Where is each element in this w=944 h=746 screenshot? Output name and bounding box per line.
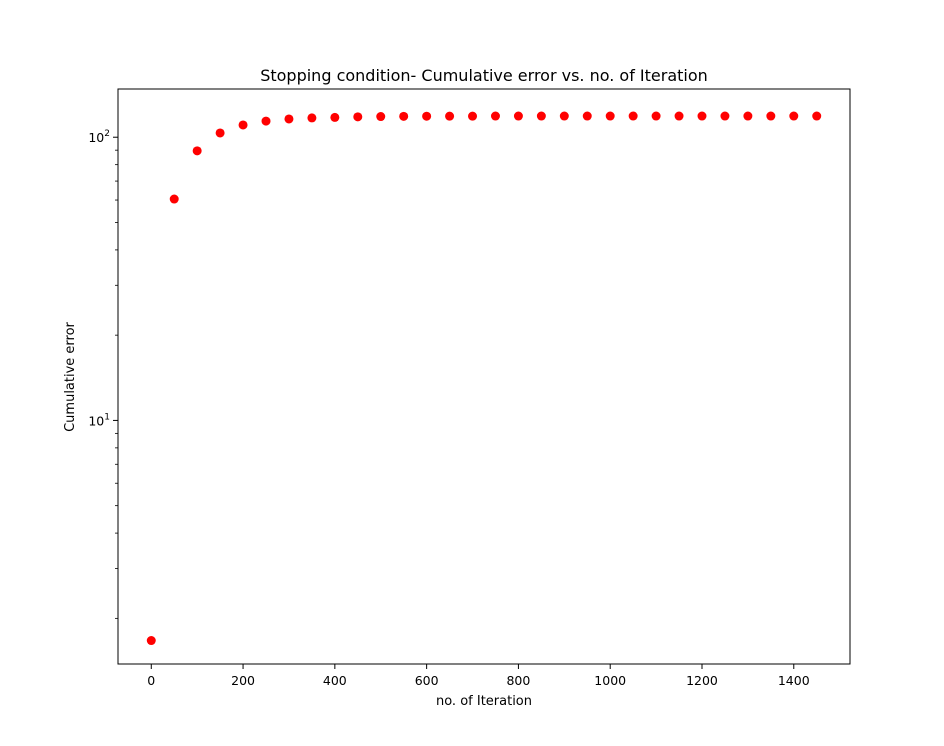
data-point	[192, 146, 202, 156]
data-point	[766, 111, 776, 121]
data-point	[215, 128, 225, 138]
data-point	[536, 111, 546, 121]
x-tick-label: 200	[231, 673, 255, 688]
data-point	[490, 111, 500, 121]
x-tick-label: 0	[147, 673, 155, 688]
data-point	[330, 112, 340, 122]
data-point	[261, 116, 271, 126]
y-axis: 101 102	[88, 129, 118, 619]
data-point	[674, 111, 684, 121]
data-point	[812, 111, 822, 121]
data-point	[605, 111, 615, 121]
data-point	[169, 194, 179, 204]
x-tick-label: 600	[415, 673, 439, 688]
data-point	[146, 636, 156, 646]
y-axis-label: Cumulative error	[63, 321, 78, 431]
y-tick-label: 102	[88, 129, 110, 145]
data-point	[651, 111, 661, 121]
data-point	[422, 111, 432, 121]
data-point	[789, 111, 799, 121]
data-point	[559, 111, 569, 121]
data-point	[628, 111, 638, 121]
data-point	[238, 120, 248, 130]
data-point	[445, 111, 455, 121]
chart-title: Stopping condition- Cumulative error vs.…	[260, 66, 708, 85]
plot-frame	[117, 88, 851, 665]
data-point	[468, 111, 478, 121]
data-point	[399, 111, 409, 121]
y-tick-label: 101	[88, 412, 110, 428]
x-axis: 0 200 400 600 800 1000 1200 1400	[147, 664, 810, 688]
x-tick-label: 400	[323, 673, 347, 688]
data-point	[376, 112, 386, 122]
data-point	[697, 111, 707, 121]
data-point	[720, 111, 730, 121]
x-tick-label: 1000	[594, 673, 626, 688]
data-point	[513, 111, 523, 121]
plot-area	[117, 88, 851, 665]
x-axis-label: no. of Iteration	[436, 694, 532, 709]
data-point	[307, 113, 317, 123]
data-point	[743, 111, 753, 121]
data-point	[582, 111, 592, 121]
x-tick-label: 1200	[686, 673, 718, 688]
data-point	[353, 112, 363, 122]
data-point	[284, 114, 294, 124]
data-points	[146, 111, 822, 646]
x-tick-label: 800	[506, 673, 530, 688]
x-tick-label: 1400	[778, 673, 810, 688]
